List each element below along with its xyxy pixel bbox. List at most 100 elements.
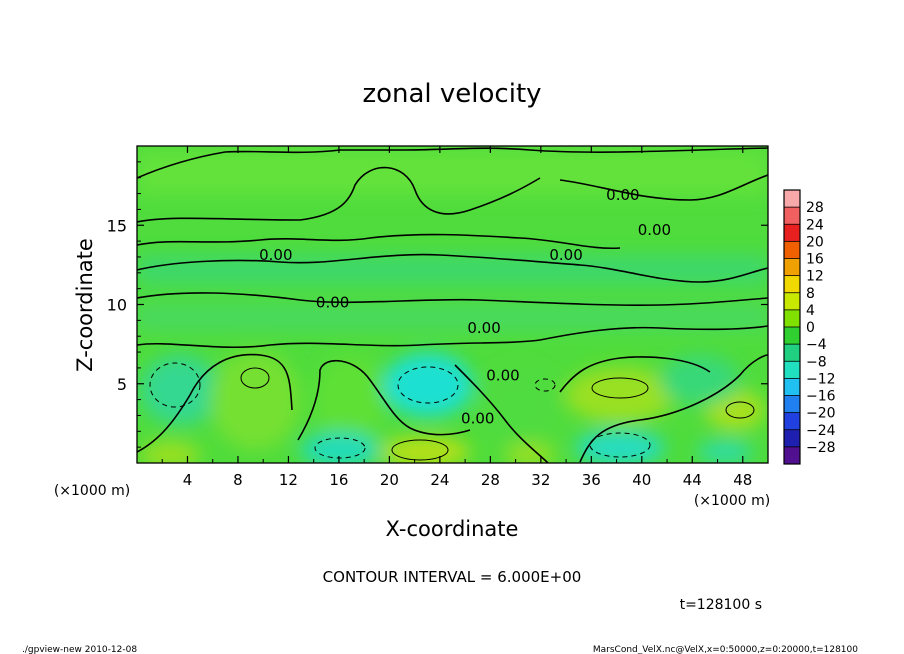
field-region [697, 440, 753, 463]
colorbar-label: −12 [806, 371, 836, 387]
field-region [380, 436, 470, 463]
colorbar-label: −4 [806, 337, 827, 353]
contour-lines [137, 147, 768, 463]
positive-contours [240, 367, 755, 461]
colorbar-swatch [784, 258, 800, 277]
x-tick-label: 40 [632, 471, 651, 489]
colorbar-swatch [784, 309, 800, 328]
x-tick-label: 48 [733, 471, 752, 489]
contour-label: 0.00 [486, 367, 519, 385]
colorbar-label: −24 [806, 423, 836, 439]
heatmap-field [137, 146, 768, 463]
colorbar-label: −20 [806, 406, 836, 422]
contour-label: 0.00 [549, 246, 582, 264]
contour-line [579, 354, 768, 463]
colorbar-swatch [784, 412, 800, 431]
field-region [210, 350, 300, 450]
colorbar-label: 8 [806, 286, 815, 302]
solid-contour [725, 401, 755, 419]
colorbar-swatch [784, 292, 800, 311]
x-unit-label-right: (×1000 m) [694, 493, 770, 509]
colorbar-label: 20 [806, 234, 824, 250]
colorbar-swatch [784, 395, 800, 414]
field-region [383, 353, 473, 417]
x-tick-label: 24 [430, 471, 449, 489]
field-region [300, 432, 380, 463]
colorbar-swatch [784, 327, 800, 345]
time-text: t=128100 s [680, 597, 762, 613]
y-axis: 5 10 15 [107, 161, 768, 448]
footer-right: MarsCond_VelX.nc@VelX,x=0:50000,z=0:2000… [593, 645, 858, 654]
field-region [137, 305, 768, 330]
contour-label: 0.00 [461, 409, 494, 427]
contour-labels: 0.00 0.00 0.00 0.00 0.00 0.00 0.00 0.00 [259, 186, 671, 427]
colorbar-label: −28 [806, 440, 836, 456]
x-tick-label: 12 [279, 471, 298, 489]
contour-label: 0.00 [638, 221, 671, 239]
y-axis-label: Z-coordinate [73, 238, 97, 372]
field-region [140, 355, 220, 425]
field-region [575, 430, 665, 463]
colorbar-label: 16 [806, 252, 824, 268]
y-tick-label: 15 [107, 216, 127, 235]
x-tick-label: 20 [380, 471, 399, 489]
colorbar-swatch [784, 275, 800, 294]
contour-line [297, 359, 471, 441]
negative-contours [149, 362, 651, 459]
contour-line [539, 325, 768, 341]
y-tick-label: 5 [117, 375, 127, 394]
x-tick-label: 8 [233, 471, 243, 489]
colorbar-label: 24 [806, 217, 824, 233]
colorbar-swatch [784, 224, 800, 242]
solid-contour [391, 439, 449, 461]
colorbar-label: 28 [806, 200, 824, 216]
solid-contour [591, 377, 649, 399]
x-axis-label: X-coordinate [386, 517, 519, 541]
contour-line [137, 147, 768, 179]
colorbar-label: 0 [806, 320, 815, 336]
colorbar-swatch [784, 207, 800, 225]
field-region [565, 367, 675, 423]
x-tick-label: 28 [481, 471, 500, 489]
field-region [137, 150, 768, 195]
colorbar-label: −16 [806, 389, 836, 405]
contour-label: 0.00 [467, 319, 500, 337]
contour-interval-text: CONTOUR INTERVAL = 6.000E+00 [323, 568, 582, 586]
contour-line [137, 292, 768, 306]
contour-label: 0.00 [606, 186, 639, 204]
colorbar-label: 12 [806, 269, 824, 285]
contour-label: 0.00 [259, 246, 292, 264]
colorbar-label: −8 [806, 354, 827, 370]
solid-contour [240, 367, 270, 389]
contour-line [137, 233, 621, 250]
contour-line [137, 339, 541, 349]
footer-left: ./gpview-new 2010-12-08 [22, 645, 137, 654]
dashed-contour [397, 366, 459, 404]
x-axis: 4 8 12 16 20 24 28 32 36 40 44 48 [161, 146, 752, 489]
contour-line [137, 253, 768, 283]
contour-line [137, 166, 541, 223]
contour-line [559, 174, 768, 201]
colorbar-swatch [784, 361, 800, 379]
field-region [315, 355, 385, 445]
dashed-contour [149, 362, 201, 408]
colorbar-swatch [784, 429, 800, 448]
dashed-contour [314, 437, 366, 459]
colorbar-swatch [784, 344, 800, 362]
contour-label: 0.00 [316, 294, 349, 312]
x-tick-label: 44 [683, 471, 702, 489]
colorbar-swatch [784, 378, 800, 396]
field-region [660, 355, 740, 405]
field-region [480, 367, 560, 443]
colorbar-swatch [784, 190, 800, 208]
colorbar-swatch [784, 446, 800, 465]
x-unit-label-left: (×1000 m) [54, 483, 130, 499]
x-tick-label: 36 [582, 471, 601, 489]
colorbar-label: 4 [806, 303, 815, 319]
chart-title: zonal velocity [362, 79, 541, 109]
field-region [140, 441, 200, 463]
dashed-contour [589, 432, 651, 458]
x-tick-label: 16 [329, 471, 348, 489]
colorbar-swatch [784, 241, 800, 259]
